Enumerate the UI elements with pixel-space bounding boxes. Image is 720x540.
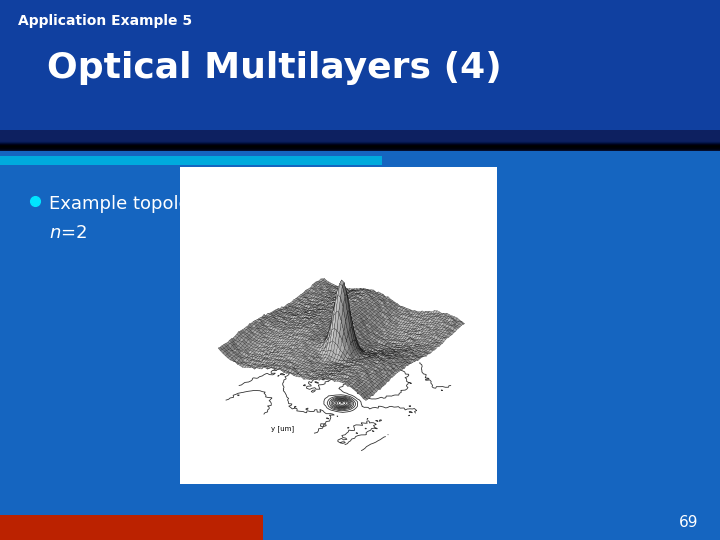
Text: 69: 69 <box>679 515 698 530</box>
Bar <box>0 146 720 151</box>
Bar <box>0 145 720 151</box>
Bar <box>194 173 482 478</box>
Bar <box>0 145 720 150</box>
Bar <box>0 142 720 147</box>
Bar <box>0 0 720 151</box>
Text: Optical Multilayers (4): Optical Multilayers (4) <box>47 51 502 85</box>
Bar <box>0 144 720 149</box>
Bar <box>0 145 720 150</box>
Bar <box>0 141 720 146</box>
Bar <box>0 143 720 148</box>
Bar <box>0 515 263 540</box>
Bar <box>0 143 720 148</box>
Bar <box>0 144 720 149</box>
Bar <box>0 141 720 146</box>
Bar <box>0 144 720 150</box>
Bar <box>0 143 720 147</box>
Bar <box>0 156 382 165</box>
Text: Application Example 5: Application Example 5 <box>18 14 192 28</box>
Bar <box>0 145 720 150</box>
Bar <box>0 146 720 151</box>
Text: Example topology: Only layer thicknesses vary;: Example topology: Only layer thicknesses… <box>49 195 477 213</box>
Bar <box>0 130 720 151</box>
Bar <box>0 146 720 151</box>
Bar <box>0 142 720 147</box>
Bar <box>0 143 720 148</box>
Bar <box>0 141 720 147</box>
Bar <box>0 143 720 147</box>
Bar <box>0 143 720 148</box>
Bar <box>0 145 720 150</box>
Bar <box>0 144 720 149</box>
Bar <box>0 146 720 151</box>
Bar <box>0 145 720 150</box>
Bar <box>0 143 720 147</box>
Bar <box>0 145 720 150</box>
Text: $\it{n}$=2: $\it{n}$=2 <box>49 224 87 242</box>
Bar <box>0 144 720 149</box>
Bar <box>0 142 720 147</box>
Bar <box>0 144 720 149</box>
